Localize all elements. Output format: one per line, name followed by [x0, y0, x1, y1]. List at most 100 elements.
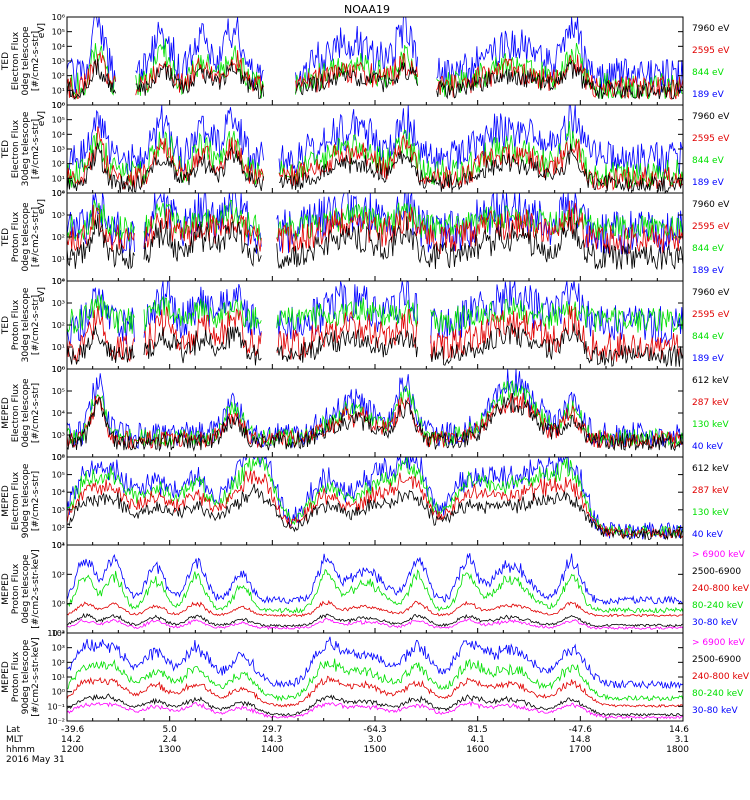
y-axis-label-line: 0deg telescope — [21, 554, 31, 624]
series-black-trace — [66, 322, 684, 368]
y-axis-label: TEDProton Flux30deg telescope[#/cm2-s-st… — [1, 287, 41, 362]
legend-entry: 40 keV — [692, 442, 724, 452]
y-axis-label-line: TED — [1, 52, 11, 71]
legend-entry: 2595 eV — [692, 46, 730, 56]
axis-mlt-value: 14.2 — [61, 735, 81, 745]
axis-hhmm-value: 1400 — [261, 745, 284, 755]
y-axis-label-line: [#/cm2-s-str-keV] — [31, 637, 41, 716]
y-axis-label: TEDProton Flux0deg telescope[#/cm2-s-str… — [1, 202, 41, 272]
y-axis-label-line: Proton Flux — [11, 563, 21, 614]
axis-lat-value: 81.5 — [468, 725, 488, 735]
y-axis-label-line: TED — [1, 228, 11, 247]
series-black-trace — [66, 142, 684, 195]
legend-entry: 2595 eV — [692, 134, 730, 144]
axis-mlt-value: 3.1 — [675, 735, 689, 745]
axis-lat-value: -64.3 — [363, 725, 386, 735]
series-green-trace — [66, 380, 684, 447]
legend-entry: 189 eV — [692, 178, 725, 188]
legend-entry: 30-80 keV — [692, 618, 738, 628]
legend-entry: 844 eV — [692, 68, 725, 78]
legend-entry: 287 keV — [692, 486, 729, 496]
y-tick-label: 10⁴ — [52, 541, 65, 550]
y-tick-label: 10² — [52, 658, 65, 667]
y-tick-label: 10¹ — [52, 541, 65, 550]
legend-entry: 2500-6900 — [692, 655, 741, 665]
series-green-trace — [66, 456, 684, 538]
legend-entry: 30-80 keV — [692, 706, 738, 716]
legend-entry: 844 eV — [692, 244, 725, 254]
axis-lat-value: -47.6 — [569, 725, 593, 735]
panel-4: 10⁰ 10¹ 10² 10³ 10⁴ TEDProton Flux30deg teles… — [1, 277, 730, 374]
time-axis: LatMLThhmm-39.614.212005.02.4130029.714.… — [6, 725, 689, 765]
series-green-trace — [66, 38, 684, 100]
y-tick-label: 10¹ — [52, 174, 65, 183]
y-tick-label: 10³ — [52, 299, 65, 308]
y-tick-label: 10⁵ — [52, 28, 65, 37]
y-tick-label: 10³ — [52, 211, 65, 220]
y-tick-label: 10⁶ — [52, 13, 65, 22]
legend-entry: 844 eV — [692, 332, 725, 342]
y-tick-label: 10¹ — [52, 86, 65, 95]
y-axis-label-line: [#/cm2-s-str] — [31, 31, 41, 91]
y-tick-label: 10⁵ — [52, 387, 65, 396]
y-axis-label-line: Proton Flux — [11, 299, 21, 350]
series-black-trace — [66, 58, 684, 100]
axis-lat-value: -39.6 — [61, 725, 85, 735]
y-axis-label-line: [#/cm2-s-str] — [31, 207, 41, 267]
legend-entry: 7960 eV — [692, 112, 730, 122]
axis-hhmm-value: 1700 — [569, 745, 592, 755]
y-axis-label-line: 30deg telescope — [21, 287, 31, 362]
y-tick-label: 10⁶ — [52, 453, 65, 462]
legend-entry: 844 eV — [692, 156, 725, 166]
series-black-trace — [66, 393, 684, 452]
series-black-trace — [66, 483, 684, 541]
y-axis-label-line: MEPED — [1, 485, 11, 517]
legend-entry: 7960 eV — [692, 200, 730, 210]
series-magenta-trace — [66, 700, 684, 720]
y-axis-label: MEPEDElectron Flux0deg telescope[#/cm2-s… — [1, 378, 41, 448]
y-axis-label-line: MEPED — [1, 397, 11, 429]
y-tick-label: 10² — [52, 453, 65, 462]
axis-mlt-value: 14.8 — [570, 735, 590, 745]
y-tick-label: 10⁶ — [52, 101, 65, 110]
y-axis-label-line: 0deg telescope — [21, 378, 31, 448]
axis-hhmm-value: 1600 — [466, 745, 489, 755]
legend-entry: 240-800 keV — [692, 584, 750, 594]
y-axis-label: MEPEDProton Flux90deg telescope[#/cm2-s-… — [1, 637, 41, 716]
series-black-trace — [66, 612, 684, 628]
series-blue-trace — [66, 16, 684, 95]
y-axis-label-line: 30deg telescope — [21, 111, 31, 186]
legend-entry: 189 eV — [692, 354, 725, 364]
series-blue-trace — [66, 636, 684, 690]
axis-hhmm-value: 1800 — [666, 745, 689, 755]
series-blue-trace — [66, 280, 684, 346]
legend-entry: 612 keV — [692, 376, 729, 386]
legend-entry: 189 eV — [692, 90, 725, 100]
panel-8: 10⁻² 10⁻¹ 10⁰ 10¹ 10² 10³ 10⁴ MEPEDProton Flux9… — [1, 629, 750, 726]
series-red-trace — [66, 599, 684, 618]
series-blue-trace — [66, 104, 684, 177]
legend-entry: 80-240 keV — [692, 689, 744, 699]
series-red-trace — [66, 675, 684, 708]
legend-entry: 240-800 keV — [692, 672, 750, 682]
y-tick-label: 10³ — [52, 644, 65, 653]
series-blue-trace — [66, 553, 684, 606]
y-tick-label: 10² — [52, 523, 65, 532]
legend-entry: 2595 eV — [692, 310, 730, 320]
y-tick-label: 10⁴ — [52, 189, 65, 198]
axis-lat-value: 14.6 — [669, 725, 689, 735]
legend-entry: > 6900 keV — [692, 550, 746, 560]
y-axis-label-line: Electron Flux — [11, 383, 21, 442]
series-black-trace — [66, 693, 684, 717]
panel-2: 10⁰ 10¹ 10² 10³ 10⁴ 10⁵ 10⁶ TEDElectron Flux30d… — [1, 101, 730, 198]
series-red-trace — [66, 126, 684, 191]
y-axis-label-line: TED — [1, 140, 11, 159]
panel-7: 10⁻² 10⁰ 10² 10⁴ MEPEDProton Flux0deg telesc… — [1, 541, 750, 638]
legend-entry: 80-240 keV — [692, 601, 744, 611]
y-axis-label-line: Electron Flux — [11, 31, 21, 90]
y-tick-label: 10⁵ — [52, 116, 65, 125]
panel-5: 10² 10³ 10⁴ 10⁵ 10⁶ MEPEDElectron Flux0deg te… — [1, 365, 729, 462]
y-tick-label: 10⁰ — [52, 101, 65, 110]
